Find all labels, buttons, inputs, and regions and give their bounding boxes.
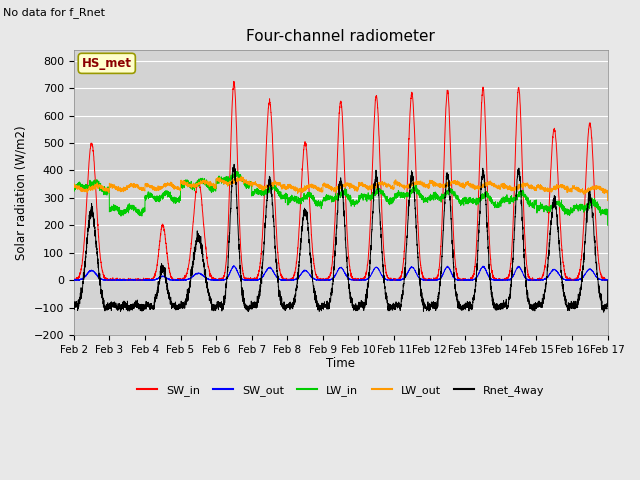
SW_out bbox=[70, 277, 77, 283]
Rnet_4way bbox=[166, 294, 173, 300]
Line: LW_out: LW_out bbox=[74, 177, 607, 201]
SW_in bbox=[70, 277, 77, 283]
Rnet_4way bbox=[491, 303, 499, 309]
SW_out bbox=[491, 277, 499, 283]
LW_in bbox=[603, 208, 611, 214]
LW_in bbox=[321, 197, 328, 203]
SW_in bbox=[461, 277, 468, 283]
Rnet_4way bbox=[604, 278, 611, 284]
SW_out bbox=[166, 276, 173, 282]
SW_in bbox=[604, 277, 611, 283]
Rnet_4way bbox=[604, 300, 611, 306]
LW_out bbox=[166, 181, 173, 187]
LW_out bbox=[491, 181, 499, 187]
Legend: SW_in, SW_out, LW_in, LW_out, Rnet_4way: SW_in, SW_out, LW_in, LW_out, Rnet_4way bbox=[132, 381, 549, 401]
SW_out bbox=[230, 263, 237, 269]
LW_out bbox=[321, 182, 328, 188]
SW_out bbox=[70, 277, 77, 283]
SW_out bbox=[604, 277, 611, 283]
LW_in bbox=[431, 190, 438, 195]
LW_out bbox=[460, 186, 468, 192]
LW_in bbox=[231, 168, 239, 173]
LW_in bbox=[460, 194, 468, 200]
LW_out bbox=[70, 184, 77, 190]
Text: HS_met: HS_met bbox=[82, 57, 132, 70]
SW_in bbox=[166, 270, 173, 276]
LW_out bbox=[604, 198, 611, 204]
LW_in bbox=[491, 203, 499, 208]
SW_out bbox=[431, 277, 438, 283]
SW_in bbox=[491, 276, 499, 281]
Rnet_4way bbox=[230, 161, 238, 167]
SW_out bbox=[321, 277, 329, 283]
Rnet_4way bbox=[321, 304, 328, 310]
X-axis label: Time: Time bbox=[326, 358, 355, 371]
Line: Rnet_4way: Rnet_4way bbox=[74, 164, 607, 312]
SW_in bbox=[604, 277, 611, 283]
SW_in bbox=[431, 277, 438, 283]
SW_out bbox=[604, 277, 611, 283]
Rnet_4way bbox=[70, 303, 77, 309]
Rnet_4way bbox=[600, 309, 607, 315]
Line: LW_in: LW_in bbox=[74, 170, 607, 225]
LW_out bbox=[431, 182, 438, 188]
LW_out bbox=[237, 174, 245, 180]
Rnet_4way bbox=[431, 300, 438, 306]
LW_in bbox=[166, 193, 173, 199]
LW_in bbox=[70, 189, 77, 194]
SW_out bbox=[461, 277, 468, 283]
LW_out bbox=[603, 190, 611, 195]
Y-axis label: Solar radiation (W/m2): Solar radiation (W/m2) bbox=[15, 125, 28, 260]
LW_in bbox=[604, 222, 611, 228]
SW_in bbox=[70, 276, 77, 281]
Line: SW_out: SW_out bbox=[74, 266, 607, 280]
Line: SW_in: SW_in bbox=[74, 81, 607, 280]
Rnet_4way bbox=[460, 305, 468, 311]
Title: Four-channel radiometer: Four-channel radiometer bbox=[246, 29, 435, 44]
Text: No data for f_Rnet: No data for f_Rnet bbox=[3, 7, 105, 18]
SW_in bbox=[321, 277, 329, 283]
SW_in bbox=[230, 78, 237, 84]
